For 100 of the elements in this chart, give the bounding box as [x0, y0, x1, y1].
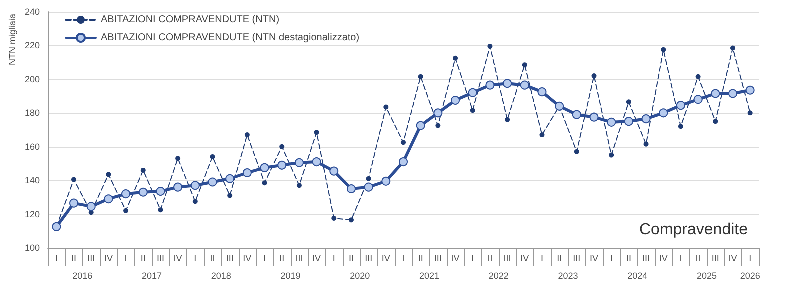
text: 2021 — [419, 271, 440, 281]
point — [713, 119, 718, 124]
point — [174, 182, 183, 192]
point — [453, 56, 458, 61]
point — [694, 95, 703, 104]
point — [312, 158, 322, 167]
text: 2022 — [488, 271, 509, 281]
point — [296, 183, 302, 188]
point — [728, 89, 738, 98]
x-tick-label: II — [488, 254, 493, 264]
x-tick-label: III — [226, 254, 234, 264]
point — [72, 177, 77, 182]
x-tick-label: IV — [104, 254, 113, 264]
point — [348, 218, 354, 223]
point — [590, 112, 599, 122]
point — [540, 132, 545, 138]
point — [696, 74, 701, 80]
point — [418, 74, 424, 80]
text: 2023 — [558, 271, 578, 281]
point — [366, 176, 372, 182]
text: 2026 — [740, 271, 760, 281]
point — [451, 96, 460, 105]
x-tick-label: I — [680, 254, 682, 264]
point — [486, 80, 495, 90]
point — [106, 172, 112, 178]
text: 2018 — [211, 271, 232, 281]
point — [711, 89, 720, 98]
point — [156, 187, 166, 196]
point — [176, 156, 181, 162]
x-tick-label: II — [140, 254, 146, 264]
point — [332, 216, 337, 221]
point — [242, 168, 252, 178]
x-tick-label: III — [573, 254, 581, 264]
y-tick-label: 220 — [24, 40, 40, 51]
point — [522, 62, 528, 68]
point — [730, 46, 736, 51]
point — [192, 199, 198, 204]
y-tick-label: 140 — [24, 176, 40, 186]
x-tick-label: III — [365, 254, 373, 264]
point — [572, 110, 582, 120]
legend-label: ABITAZIONI COMPRAVENDUTE (NTN) — [101, 14, 280, 26]
point — [401, 140, 406, 146]
y-tick-label: 100 — [24, 243, 40, 253]
point — [538, 88, 547, 97]
x-tick-label: IV — [451, 254, 460, 264]
point — [746, 86, 755, 95]
text: 2016 — [72, 271, 93, 281]
point — [244, 132, 250, 138]
x-tick-label: II — [696, 254, 701, 264]
x-tick-label: IV — [243, 254, 252, 264]
x-tick-label: II — [418, 254, 424, 264]
point — [607, 118, 616, 127]
point — [661, 47, 666, 52]
point — [124, 208, 129, 214]
point — [488, 44, 493, 50]
y-tick-label: 160 — [24, 142, 40, 152]
x-tick-label: III — [642, 254, 650, 264]
point — [122, 190, 131, 199]
text: 2020 — [350, 271, 370, 281]
y-tick-label: 180 — [24, 108, 40, 118]
x-tick-label: III — [88, 254, 96, 264]
x-tick-label: I — [749, 254, 752, 264]
x-tick-label: II — [280, 254, 285, 264]
x-tick-label: IV — [659, 254, 668, 264]
x-tick-label: IV — [520, 254, 530, 264]
x-tick-label: I — [124, 254, 128, 264]
x-tick-label: I — [402, 254, 405, 264]
point — [158, 208, 164, 213]
x-tick-label: III — [712, 254, 720, 264]
x-tick-label: I — [472, 254, 474, 264]
point — [626, 100, 632, 105]
point — [436, 123, 441, 128]
point — [642, 114, 651, 124]
point — [86, 202, 96, 212]
point — [70, 198, 79, 208]
text: 2024 — [628, 271, 648, 281]
point — [470, 108, 476, 114]
x-tick-label: I — [55, 254, 58, 264]
point — [208, 178, 218, 187]
point — [505, 117, 510, 122]
point — [676, 101, 686, 110]
point — [659, 108, 668, 118]
point — [399, 158, 408, 167]
y-tick-label: 120 — [24, 209, 40, 220]
x-tick-label: II — [626, 254, 632, 264]
x-tick-label: III — [296, 254, 304, 264]
point — [330, 166, 339, 176]
x-tick-label: III — [156, 254, 164, 264]
point — [520, 80, 530, 90]
point — [364, 182, 374, 192]
x-tick-label: IV — [728, 254, 738, 264]
text: Compravendite — [640, 222, 748, 238]
x-tick-label: I — [264, 254, 266, 264]
point — [262, 180, 268, 186]
y-axis-title: NTN migliaia — [8, 14, 18, 66]
x-tick-label: II — [210, 254, 216, 264]
point — [503, 79, 512, 88]
text: 2017 — [142, 271, 162, 281]
point — [382, 176, 391, 186]
point — [609, 152, 614, 158]
